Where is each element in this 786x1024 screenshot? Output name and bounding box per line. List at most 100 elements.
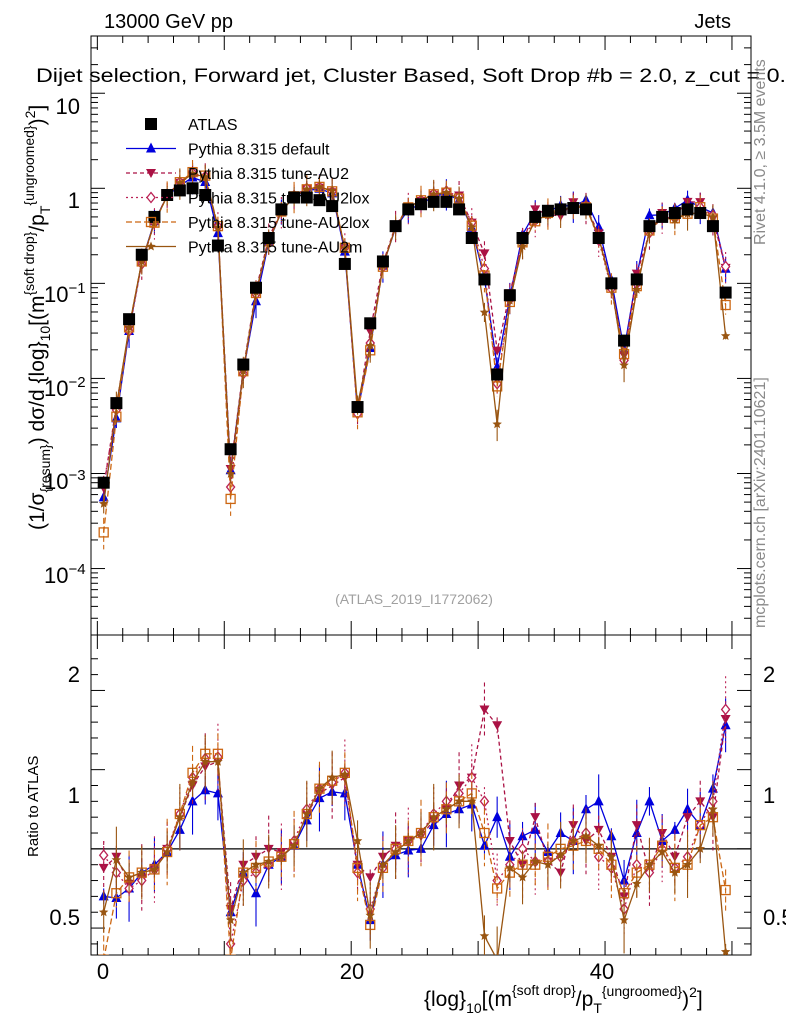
data-point xyxy=(632,284,642,294)
data-point xyxy=(567,202,580,215)
data-point xyxy=(491,368,504,381)
data-point xyxy=(682,803,693,814)
data-point xyxy=(137,256,147,266)
data-point xyxy=(98,849,109,862)
data-point xyxy=(695,843,705,853)
series-ratio xyxy=(98,682,731,936)
data-point xyxy=(111,855,122,864)
data-point xyxy=(251,887,261,898)
series-line xyxy=(103,753,727,955)
data-point xyxy=(365,340,375,350)
data-point xyxy=(656,210,669,223)
data-point xyxy=(670,867,680,877)
data-point xyxy=(149,864,160,874)
data-point xyxy=(454,193,464,203)
series-main xyxy=(98,163,731,502)
data-point xyxy=(670,214,680,224)
data-point xyxy=(250,281,262,294)
y-main-tick-label: 10 xyxy=(56,94,80,119)
data-point xyxy=(389,220,402,233)
series-ratio xyxy=(98,734,731,955)
data-point xyxy=(262,232,275,245)
x-tick-label: 40 xyxy=(590,959,614,984)
data-point xyxy=(200,171,210,181)
data-point xyxy=(644,209,655,220)
data-point xyxy=(146,241,156,251)
data-point xyxy=(568,835,579,845)
data-point xyxy=(161,189,174,202)
ratio-series-group xyxy=(98,676,731,955)
y-main-tick-label: 1 xyxy=(68,188,80,213)
data-point xyxy=(326,200,339,213)
data-point xyxy=(238,867,249,877)
data-point xyxy=(352,835,363,845)
series-line xyxy=(103,173,727,504)
data-point xyxy=(351,401,364,414)
ratio-panel-frame xyxy=(90,634,752,956)
data-point xyxy=(98,498,109,508)
data-point xyxy=(720,330,731,340)
legend-entry: Pythia 8.315 tune-AU2lox xyxy=(126,191,369,208)
data-point xyxy=(162,847,172,857)
data-point xyxy=(504,836,515,846)
data-point xyxy=(668,206,681,219)
data-point xyxy=(300,191,313,204)
data-point xyxy=(720,714,731,724)
data-point xyxy=(175,812,185,822)
data-point xyxy=(568,821,579,831)
data-point xyxy=(517,241,528,251)
data-point xyxy=(187,168,198,178)
data-point xyxy=(479,307,490,317)
data-point xyxy=(592,232,605,245)
data-point xyxy=(695,819,706,831)
data-point xyxy=(719,286,732,299)
data-point xyxy=(390,847,401,857)
data-point xyxy=(145,216,157,228)
data-point xyxy=(720,719,731,730)
main-series-group xyxy=(97,160,732,550)
data-point xyxy=(593,840,604,850)
data-point xyxy=(619,360,629,370)
data-point xyxy=(440,195,453,208)
data-point xyxy=(505,862,515,872)
data-point xyxy=(479,827,490,839)
data-point xyxy=(110,397,123,410)
data-point xyxy=(288,191,301,204)
y-ratio-tick-label-right: 1 xyxy=(763,783,775,808)
data-point xyxy=(137,867,147,877)
data-point xyxy=(340,769,350,779)
y-ratio-tick-label: 0.5 xyxy=(49,905,80,930)
data-point xyxy=(237,358,250,371)
data-point xyxy=(682,813,693,823)
data-point xyxy=(376,255,389,268)
data-point xyxy=(554,203,567,216)
data-point xyxy=(251,859,261,869)
data-point xyxy=(145,118,157,130)
data-point xyxy=(605,277,618,290)
y-main-tick-label: 10−4 xyxy=(44,561,86,588)
data-point xyxy=(211,239,224,252)
data-point xyxy=(720,260,731,273)
data-point xyxy=(340,243,350,253)
data-point xyxy=(581,831,591,841)
legend-label: Pythia 8.315 tune-AU2lox xyxy=(188,191,369,208)
data-point xyxy=(593,795,604,806)
data-point xyxy=(530,813,541,823)
data-point xyxy=(124,872,134,882)
data-point xyxy=(580,203,592,216)
data-point xyxy=(530,856,540,866)
data-point xyxy=(364,317,377,330)
data-point xyxy=(478,273,491,286)
data-point xyxy=(146,191,156,204)
data-point xyxy=(213,222,223,232)
data-point xyxy=(657,847,667,857)
data-point xyxy=(225,493,236,505)
data-point xyxy=(314,181,325,191)
data-point xyxy=(428,812,439,822)
data-point xyxy=(467,796,477,806)
data-point xyxy=(720,884,731,896)
data-point xyxy=(708,804,718,814)
data-point xyxy=(416,828,426,838)
x-axis-label: {log}10[(m{soft drop}/pT{ungroomed})2] xyxy=(424,982,703,1016)
data-point xyxy=(213,756,223,766)
